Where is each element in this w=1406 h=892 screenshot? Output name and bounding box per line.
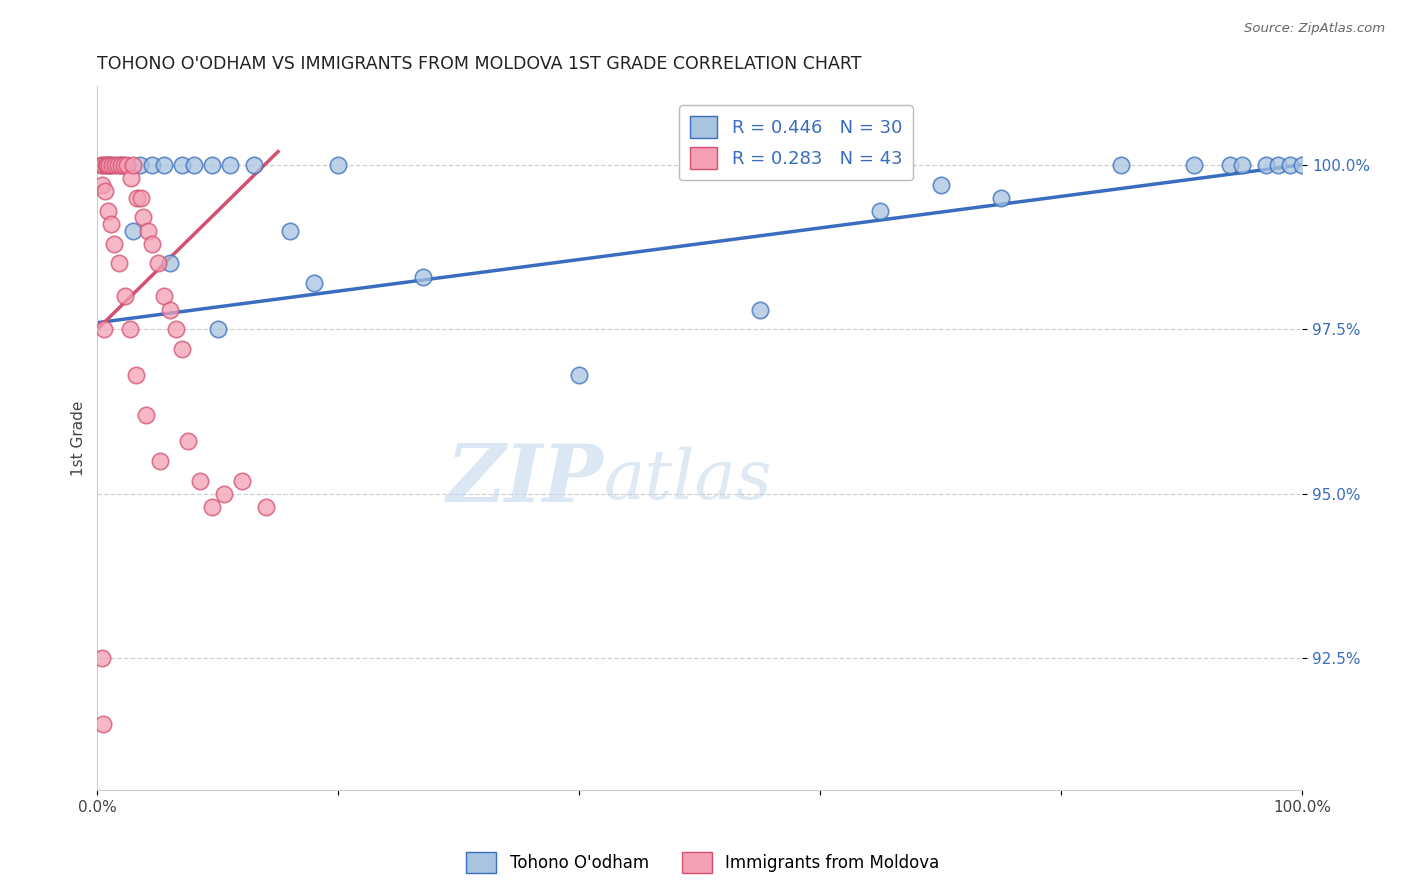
Point bbox=[91, 717, 114, 731]
Point bbox=[1291, 158, 1313, 172]
Point bbox=[98, 158, 121, 172]
Point bbox=[93, 184, 115, 198]
Point bbox=[98, 158, 121, 172]
Text: ZIP: ZIP bbox=[447, 442, 603, 519]
Point bbox=[1254, 158, 1277, 172]
Point bbox=[128, 158, 150, 172]
Point bbox=[201, 500, 224, 514]
Point bbox=[170, 158, 193, 172]
Point bbox=[165, 322, 187, 336]
Point bbox=[146, 256, 169, 270]
Point bbox=[1279, 158, 1302, 172]
Point bbox=[231, 474, 253, 488]
Point bbox=[152, 289, 174, 303]
Point bbox=[96, 158, 118, 172]
Point bbox=[141, 158, 163, 172]
Point bbox=[149, 454, 172, 468]
Point bbox=[1219, 158, 1241, 172]
Point bbox=[97, 203, 120, 218]
Point bbox=[159, 302, 181, 317]
Point bbox=[107, 158, 129, 172]
Legend: R = 0.446   N = 30, R = 0.283   N = 43: R = 0.446 N = 30, R = 0.283 N = 43 bbox=[679, 105, 912, 180]
Point bbox=[990, 191, 1012, 205]
Point bbox=[183, 158, 205, 172]
Text: Source: ZipAtlas.com: Source: ZipAtlas.com bbox=[1244, 22, 1385, 36]
Point bbox=[129, 191, 152, 205]
Point bbox=[152, 158, 174, 172]
Y-axis label: 1st Grade: 1st Grade bbox=[72, 401, 86, 475]
Point bbox=[110, 158, 132, 172]
Point bbox=[118, 322, 141, 336]
Point bbox=[112, 158, 135, 172]
Point bbox=[1267, 158, 1289, 172]
Point bbox=[120, 170, 142, 185]
Point bbox=[141, 236, 163, 251]
Point bbox=[117, 158, 139, 172]
Point bbox=[114, 289, 136, 303]
Point bbox=[170, 342, 193, 356]
Text: TOHONO O'ODHAM VS IMMIGRANTS FROM MOLDOVA 1ST GRADE CORRELATION CHART: TOHONO O'ODHAM VS IMMIGRANTS FROM MOLDOV… bbox=[97, 55, 862, 73]
Point bbox=[929, 178, 952, 192]
Point bbox=[212, 487, 235, 501]
Point bbox=[159, 256, 181, 270]
Point bbox=[135, 408, 157, 422]
Point bbox=[749, 302, 772, 317]
Point bbox=[132, 211, 155, 225]
Point bbox=[207, 322, 229, 336]
Point bbox=[328, 158, 350, 172]
Point bbox=[869, 203, 891, 218]
Point bbox=[1182, 158, 1205, 172]
Point bbox=[94, 158, 117, 172]
Point bbox=[103, 236, 125, 251]
Point bbox=[93, 322, 115, 336]
Point bbox=[101, 158, 124, 172]
Text: atlas: atlas bbox=[603, 447, 772, 514]
Point bbox=[177, 434, 200, 449]
Point bbox=[93, 158, 115, 172]
Point bbox=[412, 269, 434, 284]
Point bbox=[91, 178, 114, 192]
Point bbox=[104, 158, 127, 172]
Point bbox=[127, 191, 149, 205]
Point bbox=[219, 158, 242, 172]
Point bbox=[125, 368, 148, 383]
Point bbox=[108, 256, 131, 270]
Point bbox=[568, 368, 591, 383]
Point bbox=[122, 223, 145, 237]
Point bbox=[122, 158, 145, 172]
Point bbox=[90, 651, 112, 665]
Point bbox=[100, 217, 122, 231]
Legend: Tohono O'odham, Immigrants from Moldova: Tohono O'odham, Immigrants from Moldova bbox=[460, 846, 946, 880]
Point bbox=[188, 474, 211, 488]
Point bbox=[136, 223, 159, 237]
Point bbox=[302, 276, 325, 290]
Point bbox=[201, 158, 224, 172]
Point bbox=[110, 158, 132, 172]
Point bbox=[278, 223, 301, 237]
Point bbox=[243, 158, 266, 172]
Point bbox=[254, 500, 277, 514]
Point bbox=[90, 158, 112, 172]
Point bbox=[1230, 158, 1253, 172]
Point bbox=[1111, 158, 1133, 172]
